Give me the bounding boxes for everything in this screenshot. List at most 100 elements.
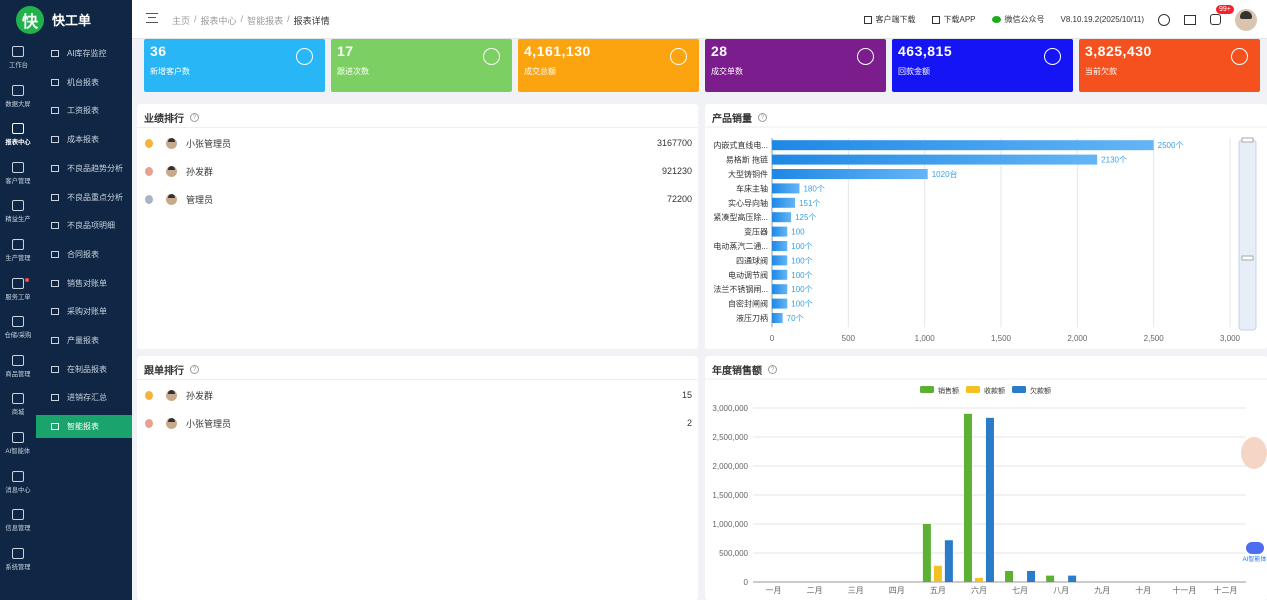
rail-item-5[interactable]: 生产管理 — [0, 232, 36, 270]
submenu-item-2[interactable]: 工资报表 — [36, 99, 132, 122]
breadcrumb-smart-report[interactable]: 智能报表 — [247, 16, 284, 26]
client-download-link[interactable]: 客户端下载 — [863, 14, 916, 25]
submenu-item-1[interactable]: 机台报表 — [36, 71, 132, 94]
rail-item-9[interactable]: 商城 — [0, 386, 36, 424]
submenu-item-8[interactable]: 销售对账单 — [36, 272, 132, 295]
data-label: 100个 — [791, 256, 812, 265]
x-tick-label: 十一月 — [1172, 585, 1196, 595]
rail-item-12[interactable]: 信息管理 — [0, 502, 36, 540]
breadcrumb: 主页 / 报表中心 / 智能报表 / 报表详情 — [172, 14, 330, 27]
submenu-item-11[interactable]: 在制品报表 — [36, 358, 132, 381]
bar[interactable] — [772, 269, 788, 280]
submenu-item-13[interactable]: 智能报表 — [36, 415, 132, 439]
stat-card-1[interactable]: 17 跟进次数 — [331, 39, 512, 92]
zoom-handle[interactable] — [1241, 137, 1254, 143]
bar-[interactable] — [985, 417, 994, 582]
bar[interactable] — [772, 298, 788, 309]
sub-menu — [36, 0, 132, 600]
zoom-handle[interactable] — [1241, 255, 1254, 261]
rail-item-6[interactable]: 服务工单 — [0, 271, 36, 309]
submenu-item-12[interactable]: 进销存汇总 — [36, 386, 132, 409]
help-icon[interactable]: ? — [190, 113, 199, 122]
submenu-item-5[interactable]: 不良品重点分析 — [36, 186, 132, 209]
notification-badge: 99+ — [1216, 5, 1234, 14]
submenu-item-9[interactable]: 采购对账单 — [36, 300, 132, 323]
submenu-item-6[interactable]: 不良品项明细 — [36, 214, 132, 237]
stat-card-0[interactable]: 36 新增客户数 — [144, 39, 325, 92]
submenu-item-3[interactable]: 成本报表 — [36, 128, 132, 151]
submenu-item-label: 在制品报表 — [67, 364, 107, 374]
data-zoom-slider[interactable] — [1238, 139, 1257, 331]
book-icon[interactable] — [1184, 14, 1196, 25]
rail-item-label: AI智能体 — [5, 448, 31, 455]
user-avatar[interactable] — [1235, 8, 1257, 31]
rail-item-4[interactable]: 精益生产 — [0, 193, 36, 231]
help-icon[interactable]: ? — [768, 365, 777, 374]
bar-[interactable] — [1027, 570, 1036, 582]
legend-swatch[interactable] — [920, 386, 934, 393]
message-icon[interactable]: 99+ — [1210, 5, 1234, 25]
brand[interactable]: 快 快工单 — [0, 0, 132, 39]
ai-agent-button[interactable]: AI智能体 — [1242, 540, 1267, 568]
legend-label[interactable]: 欠款额 — [1030, 386, 1051, 395]
bar-[interactable] — [1005, 570, 1014, 582]
bar-[interactable] — [933, 565, 942, 582]
category-label: 自密封闸阀 — [728, 299, 768, 309]
legend-label[interactable]: 收款额 — [984, 386, 1005, 395]
stat-card-2[interactable]: 4,161,130 成交总额 — [518, 39, 699, 92]
help-icon[interactable]: ? — [190, 365, 199, 374]
x-tick-label: 500 — [842, 334, 856, 343]
submenu-item-7[interactable]: 合同报表 — [36, 243, 132, 266]
rail-item-2[interactable]: 报表中心 — [0, 116, 36, 154]
bar-[interactable] — [1046, 575, 1055, 582]
bar-[interactable] — [1068, 575, 1077, 582]
submenu-item-label: 合同报表 — [67, 249, 99, 259]
report-icon — [51, 394, 59, 402]
rail-item-label: 生产管理 — [5, 255, 31, 262]
stat-card-5[interactable]: 3,825,430 当前欠款 — [1079, 39, 1260, 92]
bar-[interactable] — [974, 577, 983, 582]
submenu-item-10[interactable]: 产量报表 — [36, 329, 132, 352]
submenu-item-0[interactable]: AI库存监控 — [36, 42, 132, 65]
rail-item-3[interactable]: 客户管理 — [0, 155, 36, 193]
bar[interactable] — [772, 154, 1098, 165]
rail-item-13[interactable]: 系统管理 — [0, 541, 36, 579]
rail-item-7[interactable]: 仓储/采购 — [0, 309, 36, 347]
bar[interactable] — [772, 255, 788, 266]
stat-card-3[interactable]: 28 成交单数 — [705, 39, 886, 92]
bar[interactable] — [772, 140, 1154, 151]
breadcrumb-home[interactable]: 主页 — [172, 16, 191, 26]
stat-card-4[interactable]: 463,815 回款金额 — [892, 39, 1073, 92]
bar[interactable] — [772, 212, 792, 223]
stat-value: 28 — [711, 43, 728, 59]
download-app-link[interactable]: 下载APP — [931, 14, 976, 25]
wechat-link[interactable]: 微信公众号 — [991, 14, 1045, 25]
rail-item-11[interactable]: 消息中心 — [0, 464, 36, 502]
bar[interactable] — [772, 313, 783, 323]
help-icon[interactable]: ? — [758, 113, 767, 122]
legend-swatch[interactable] — [1012, 386, 1026, 393]
rail-item-10[interactable]: AI智能体 — [0, 425, 36, 463]
bar-[interactable] — [944, 540, 953, 582]
bar-[interactable] — [963, 413, 972, 582]
bar[interactable] — [772, 183, 800, 194]
submenu-item-4[interactable]: 不良品趋势分析 — [36, 157, 132, 180]
rail-item-0[interactable]: 工作台 — [0, 39, 36, 77]
rail-item-1[interactable]: 数据大屏 — [0, 78, 36, 116]
x-tick-label: 九月 — [1094, 586, 1110, 595]
bar[interactable] — [772, 284, 788, 295]
submenu-item-label: AI库存监控 — [67, 49, 107, 58]
legend-label[interactable]: 销售额 — [938, 386, 959, 395]
bar[interactable] — [772, 226, 788, 237]
menu-fold-icon[interactable] — [146, 13, 158, 23]
chat-icon[interactable] — [1158, 13, 1170, 26]
assistant-avatar[interactable] — [1241, 437, 1267, 469]
bar[interactable] — [772, 169, 928, 179]
submenu-item-label: 机台报表 — [67, 77, 99, 87]
bar-[interactable] — [922, 524, 931, 582]
legend-swatch[interactable] — [966, 386, 980, 393]
rail-item-8[interactable]: 商品管理 — [0, 348, 36, 386]
breadcrumb-report-center[interactable]: 报表中心 — [200, 16, 237, 26]
bar[interactable] — [772, 197, 796, 208]
bar[interactable] — [772, 241, 788, 251]
